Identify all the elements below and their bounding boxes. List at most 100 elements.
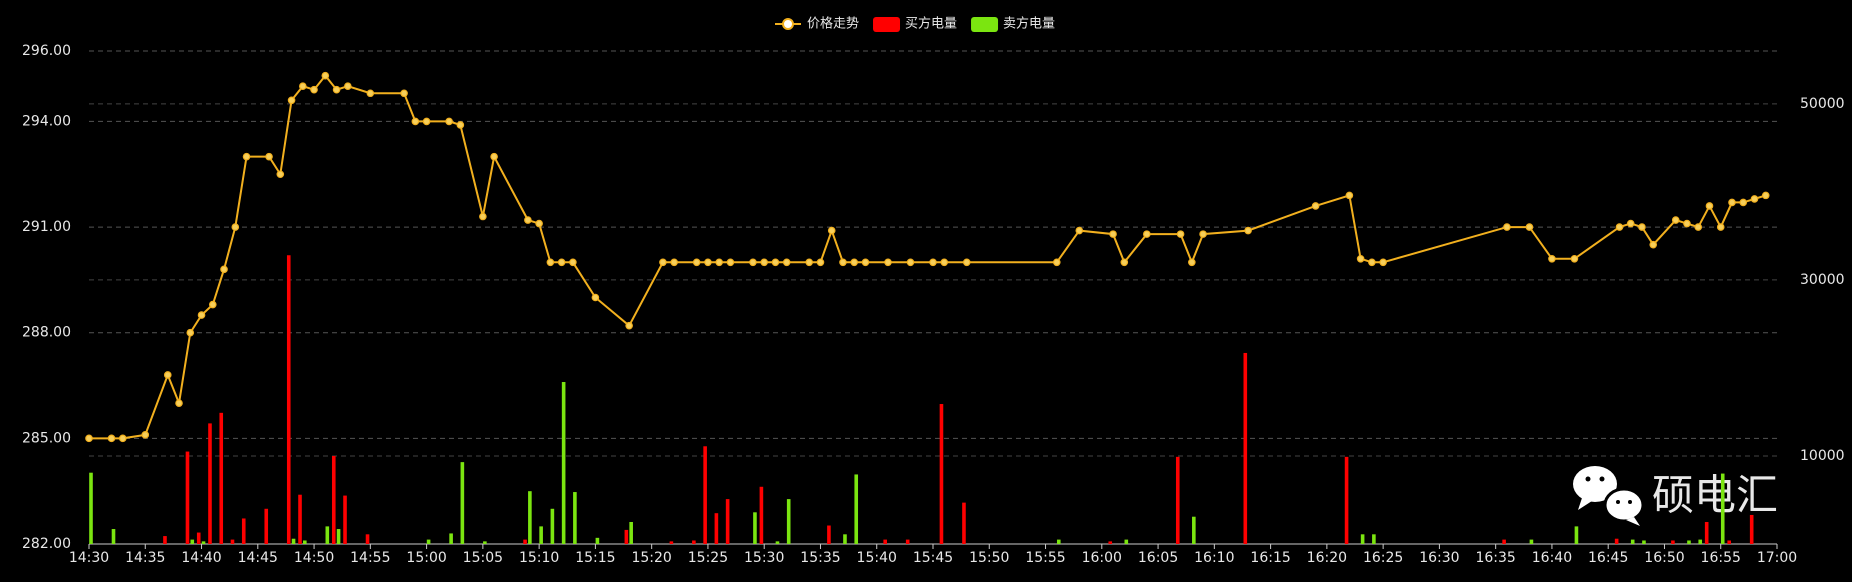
watermark: 硕电汇 (1573, 466, 1778, 526)
price-point (479, 212, 487, 221)
bar (883, 539, 887, 544)
price-point (1345, 191, 1354, 200)
bar (1727, 540, 1731, 544)
x-tick-label: 16:05 (1138, 550, 1178, 566)
watermark-icon (1616, 500, 1620, 504)
price-point (670, 258, 678, 267)
bar (843, 534, 847, 544)
bar (703, 446, 707, 544)
x-tick-label: 16:40 (1532, 550, 1572, 566)
price-point (85, 434, 93, 443)
price-point (861, 258, 870, 267)
price-point (1368, 258, 1376, 267)
bar (1192, 516, 1196, 544)
bar (1574, 526, 1579, 544)
bar (905, 539, 910, 544)
watermark-icon (1628, 500, 1632, 504)
x-tick-label: 16:25 (1363, 550, 1403, 566)
bar (573, 492, 577, 544)
price-point (163, 371, 172, 379)
price-point (242, 152, 251, 161)
bar (190, 539, 195, 544)
price-point (760, 258, 769, 267)
price-point (310, 85, 318, 94)
price-point (1311, 202, 1320, 210)
price-point (1626, 219, 1635, 228)
price-point (850, 258, 859, 267)
y-tick-label: 296.00 (22, 43, 71, 59)
bar (426, 539, 431, 544)
price-point (208, 300, 217, 309)
x-tick-label: 16:45 (1588, 550, 1628, 566)
x-tick-label: 16:15 (1250, 550, 1290, 566)
price-point (591, 293, 600, 302)
price-point (1199, 230, 1207, 238)
y-tick-label: 285.00 (22, 430, 71, 446)
price-point (782, 258, 791, 267)
bar (1124, 539, 1129, 544)
price-point (1052, 258, 1061, 267)
price-point (1671, 216, 1680, 224)
price-point (1761, 191, 1770, 200)
price-point (321, 71, 330, 80)
bar (759, 486, 764, 544)
price-point (141, 431, 150, 439)
bar (595, 537, 600, 544)
x-tick-label: 16:00 (1082, 550, 1122, 566)
price-point (625, 321, 633, 330)
price-point (1244, 226, 1252, 235)
y-tick-label: 294.00 (22, 113, 71, 129)
legend-label: 价格走势 (807, 16, 859, 32)
x-tick-label: 17:00 (1757, 550, 1797, 566)
price-point (175, 399, 183, 407)
x-tick-label: 14:40 (181, 550, 221, 566)
bar (1056, 539, 1061, 544)
price-point (1176, 230, 1185, 238)
bar (1614, 538, 1619, 544)
legend-label: 买方电量 (905, 16, 957, 32)
x-tick-label: 16:50 (1644, 550, 1684, 566)
bar (1372, 534, 1376, 544)
price-point (715, 258, 723, 267)
price-point (940, 258, 949, 267)
price-point (1728, 198, 1736, 207)
price-point (1120, 258, 1129, 267)
price-point (118, 434, 127, 443)
watermark-icon (1573, 466, 1617, 502)
y-tick-label: 291.00 (22, 219, 71, 235)
bar (962, 502, 966, 544)
bar (1529, 539, 1534, 544)
price-point (220, 265, 228, 274)
bar (201, 541, 206, 544)
price-point (839, 258, 847, 267)
price-point (771, 258, 780, 267)
price-point (445, 117, 453, 126)
bar (336, 529, 341, 544)
bar (753, 512, 757, 544)
bar (1108, 541, 1113, 544)
price-point (422, 117, 431, 126)
x-tick-label: 14:35 (125, 550, 165, 566)
price-line (89, 74, 1767, 440)
price-point (827, 226, 836, 235)
x-tick-label: 15:10 (519, 550, 559, 566)
x-tick-label: 15:50 (969, 550, 1009, 566)
legend-icon (873, 17, 901, 32)
bar (561, 382, 566, 544)
price-point (1739, 198, 1748, 207)
bar (241, 518, 246, 544)
price-point (344, 82, 352, 91)
bar (775, 541, 780, 544)
x-tick-label: 14:50 (294, 550, 334, 566)
bar (1698, 539, 1703, 544)
bar (1720, 473, 1725, 544)
price-point (299, 82, 307, 91)
x-tick-label: 15:05 (463, 550, 503, 566)
price-point (1379, 258, 1387, 267)
bar (111, 529, 116, 544)
x-tick-label: 15:25 (688, 550, 728, 566)
x-tick-label: 15:40 (857, 550, 897, 566)
x-tick-label: 15:35 (800, 550, 840, 566)
